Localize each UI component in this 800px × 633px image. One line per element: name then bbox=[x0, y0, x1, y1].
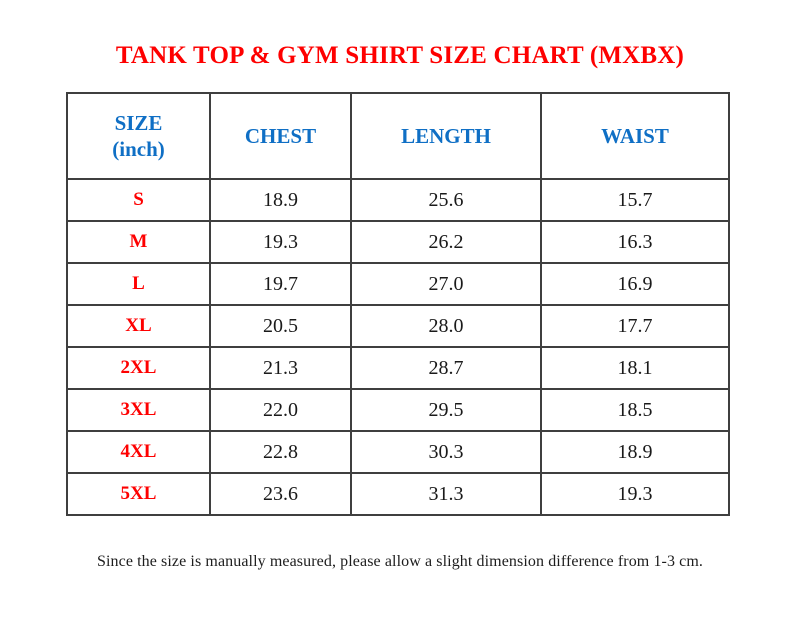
length-value-cell: 29.5 bbox=[350, 388, 542, 432]
size-label-cell: S bbox=[66, 178, 211, 222]
waist-value-cell: 18.9 bbox=[540, 430, 730, 474]
length-value-cell: 28.7 bbox=[350, 346, 542, 390]
size-label-cell: XL bbox=[66, 304, 211, 348]
waist-value-cell: 16.9 bbox=[540, 262, 730, 306]
length-value-cell: 28.0 bbox=[350, 304, 542, 348]
length-value-cell: 30.3 bbox=[350, 430, 542, 474]
column-header-size: SIZE (inch) bbox=[66, 92, 211, 180]
size-label-cell: 3XL bbox=[66, 388, 211, 432]
length-value-cell: 25.6 bbox=[350, 178, 542, 222]
chest-value-cell: 19.3 bbox=[209, 220, 352, 264]
length-value-cell: 31.3 bbox=[350, 472, 542, 516]
column-header-size-unit: (inch) bbox=[112, 137, 165, 161]
table-row-3xl: 3XL 22.0 29.5 18.5 bbox=[66, 388, 730, 432]
chest-value-cell: 21.3 bbox=[209, 346, 352, 390]
table-row-5xl: 5XL 23.6 31.3 19.3 bbox=[66, 472, 730, 516]
chest-value-cell: 23.6 bbox=[209, 472, 352, 516]
length-value-cell: 27.0 bbox=[350, 262, 542, 306]
waist-value-cell: 18.5 bbox=[540, 388, 730, 432]
measurement-disclaimer: Since the size is manually measured, ple… bbox=[96, 553, 704, 570]
size-label-cell: 4XL bbox=[66, 430, 211, 474]
column-header-waist: WAIST bbox=[540, 92, 730, 180]
waist-value-cell: 17.7 bbox=[540, 304, 730, 348]
chest-value-cell: 19.7 bbox=[209, 262, 352, 306]
chest-value-cell: 18.9 bbox=[209, 178, 352, 222]
table-row-2xl: 2XL 21.3 28.7 18.1 bbox=[66, 346, 730, 390]
chest-value-cell: 20.5 bbox=[209, 304, 352, 348]
table-header-row: SIZE (inch) CHEST LENGTH WAIST bbox=[66, 92, 730, 180]
column-header-length: LENGTH bbox=[350, 92, 542, 180]
waist-value-cell: 15.7 bbox=[540, 178, 730, 222]
size-label-cell: M bbox=[66, 220, 211, 264]
size-chart-table: SIZE (inch) CHEST LENGTH WAIST S 18.9 25… bbox=[66, 92, 730, 516]
table-row-m: M 19.3 26.2 16.3 bbox=[66, 220, 730, 264]
chest-value-cell: 22.8 bbox=[209, 430, 352, 474]
waist-value-cell: 18.1 bbox=[540, 346, 730, 390]
chest-value-cell: 22.0 bbox=[209, 388, 352, 432]
table-row-s: S 18.9 25.6 15.7 bbox=[66, 178, 730, 222]
column-header-chest: CHEST bbox=[209, 92, 352, 180]
table-row-l: L 19.7 27.0 16.9 bbox=[66, 262, 730, 306]
size-label-cell: 2XL bbox=[66, 346, 211, 390]
size-label-cell: L bbox=[66, 262, 211, 306]
table-row-4xl: 4XL 22.8 30.3 18.9 bbox=[66, 430, 730, 474]
table-row-xl: XL 20.5 28.0 17.7 bbox=[66, 304, 730, 348]
size-label-cell: 5XL bbox=[66, 472, 211, 516]
waist-value-cell: 16.3 bbox=[540, 220, 730, 264]
page-title: TANK TOP & GYM SHIRT SIZE CHART (MXBX) bbox=[115, 42, 685, 69]
length-value-cell: 26.2 bbox=[350, 220, 542, 264]
waist-value-cell: 19.3 bbox=[540, 472, 730, 516]
column-header-size-label: SIZE bbox=[114, 110, 163, 135]
